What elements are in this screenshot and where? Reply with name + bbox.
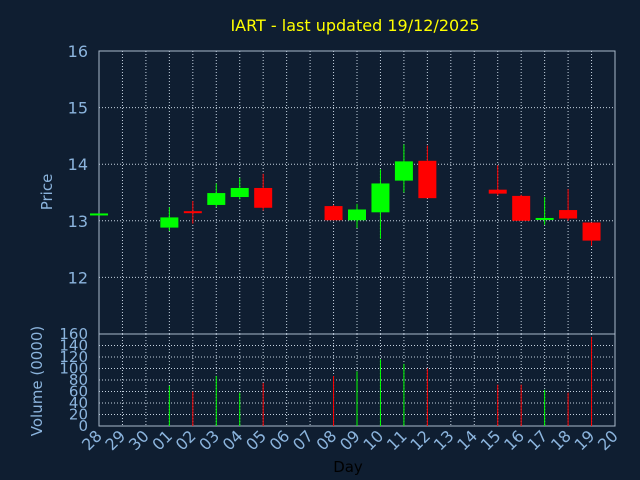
- candle-05: [254, 173, 273, 211]
- candle-28: [90, 213, 108, 216]
- x-tick-labels: 2829300102030405060708091011121314151617…: [78, 426, 622, 454]
- price-y-tick-labels: 12 13 14 15 16: [68, 42, 88, 287]
- candle-11: [394, 144, 413, 193]
- candle-body: [488, 189, 507, 194]
- volume-axis-label: Volume (0000): [28, 326, 46, 436]
- candle-body: [512, 195, 531, 221]
- candle-09: [348, 203, 366, 229]
- candle-body: [582, 222, 601, 241]
- price-y-tick-label: 13: [68, 212, 88, 231]
- candle-16: [512, 194, 531, 221]
- candle-body: [254, 187, 273, 208]
- candle-body: [394, 161, 413, 181]
- candle-03: [207, 183, 226, 208]
- price-y-tick-label: 12: [68, 268, 88, 287]
- candle-body: [183, 211, 202, 214]
- volume-y-tick-label: 140: [59, 337, 88, 355]
- candle-18: [559, 189, 578, 221]
- candle-15: [488, 165, 507, 196]
- candle-body: [90, 213, 108, 216]
- volume-y-tick-label: 40: [69, 394, 88, 412]
- candle-body: [324, 206, 343, 221]
- candle-17: [535, 197, 554, 225]
- x-axis-label: Day: [333, 458, 363, 476]
- candle-12: [418, 145, 437, 199]
- candle-08: [324, 204, 343, 221]
- candle-body: [371, 183, 390, 213]
- price-candles: [90, 144, 601, 246]
- volume-y-tick-label: 120: [59, 348, 88, 366]
- x-tick-label: 20: [594, 426, 622, 454]
- volume-y-tick-label: 0: [78, 417, 88, 435]
- volume-bars: [168, 336, 593, 426]
- price-y-tick-label: 14: [68, 155, 88, 174]
- candle-body: [230, 187, 249, 198]
- candle-19: [582, 222, 601, 246]
- volume-y-tick-label: 100: [59, 360, 88, 378]
- volume-y-tick-label: 160: [59, 325, 88, 343]
- candle-04: [230, 177, 249, 200]
- candle-01: [160, 207, 179, 231]
- candle-body: [160, 217, 179, 228]
- price-gridlines: [98, 50, 616, 334]
- volume-y-tick-label: 20: [69, 406, 88, 424]
- price-y-tick-label: 15: [68, 99, 88, 118]
- candle-body: [559, 210, 578, 219]
- candle-body: [418, 160, 437, 199]
- candle-body: [207, 193, 226, 205]
- candle-10: [371, 169, 390, 239]
- candle-02: [183, 200, 202, 224]
- candle-body: [535, 217, 554, 220]
- volume-y-tick-label: 80: [69, 371, 88, 389]
- price-axis-label: Price: [38, 174, 56, 211]
- chart-title: IART - last updated 19/12/2025: [230, 16, 479, 35]
- price-panel: 12 13 14 15 16 Price: [38, 42, 616, 335]
- volume-y-tick-label: 60: [69, 383, 88, 401]
- price-y-tick-label: 16: [68, 42, 88, 61]
- candle-body: [348, 209, 366, 221]
